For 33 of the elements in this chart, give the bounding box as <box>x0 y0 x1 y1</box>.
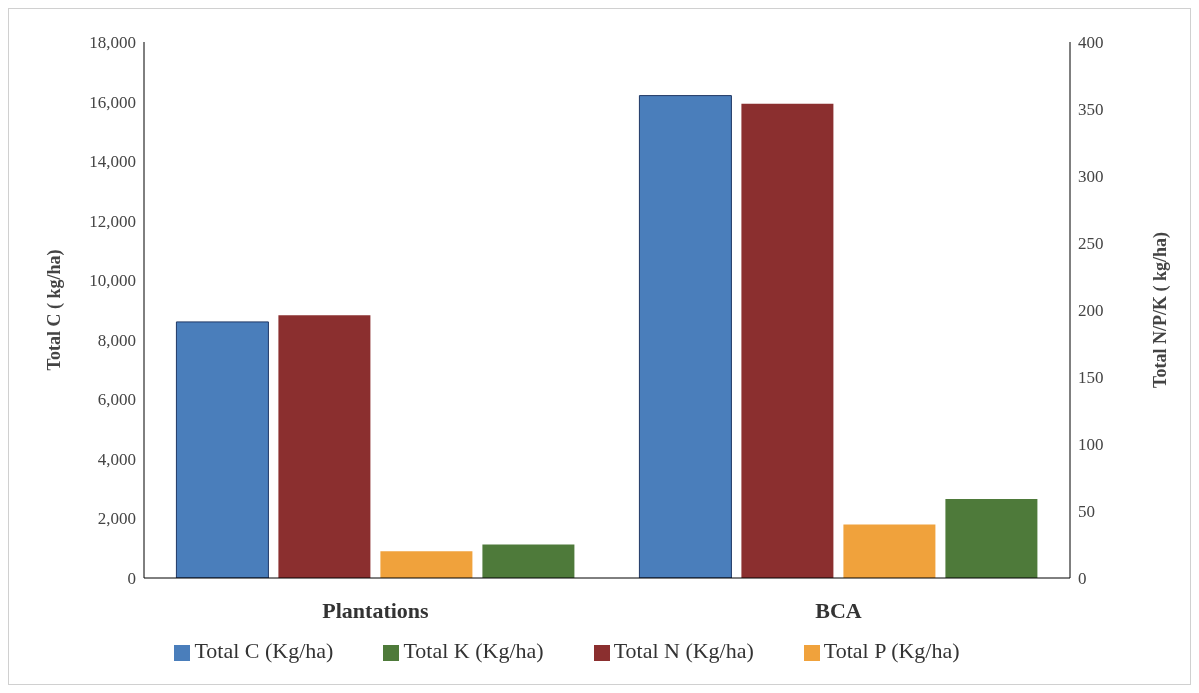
bar <box>482 544 575 578</box>
y2-tick-label: 200 <box>1078 301 1104 321</box>
bar <box>741 103 834 578</box>
y-tick-label: 10,000 <box>89 271 136 291</box>
x-tick-label: Plantations <box>322 597 430 623</box>
x-tick-label: BCA <box>815 597 862 623</box>
y-axis-title: Total C ( kg/ha) <box>44 249 66 371</box>
y2-tick-label: 0 <box>1078 569 1087 589</box>
y-tick-label: 4,000 <box>97 449 136 469</box>
y2-tick-label: 250 <box>1078 234 1104 254</box>
bar <box>278 315 371 578</box>
y-tick-label: 18,000 <box>89 33 136 53</box>
y-tick-label: 2,000 <box>97 509 136 529</box>
bar <box>843 524 936 578</box>
y2-tick-label: 50 <box>1078 502 1095 522</box>
y2-tick-label: 400 <box>1078 33 1104 53</box>
y2-tick-label: 300 <box>1078 167 1104 187</box>
bar <box>945 498 1038 578</box>
y-tick-label: 16,000 <box>89 92 136 112</box>
bar <box>380 551 473 578</box>
legend-label: Total C (Kg/ha) <box>194 638 334 663</box>
y-tick-label: 8,000 <box>97 330 136 350</box>
legend-label: Total P (Kg/ha) <box>823 638 960 663</box>
legend-label: Total K (Kg/ha) <box>403 638 544 663</box>
y-tick-label: 6,000 <box>97 390 136 410</box>
y-tick-label: 12,000 <box>89 211 136 231</box>
y2-tick-label: 350 <box>1078 100 1104 120</box>
y2-tick-label: 150 <box>1078 368 1104 388</box>
y-tick-label: 0 <box>127 569 136 589</box>
y2-tick-label: 100 <box>1078 435 1104 455</box>
y-tick-label: 14,000 <box>89 152 136 172</box>
y2-axis-title: Total N/P/K ( kg/ha) <box>1150 232 1172 388</box>
legend-label: Total N (Kg/ha) <box>613 638 754 663</box>
